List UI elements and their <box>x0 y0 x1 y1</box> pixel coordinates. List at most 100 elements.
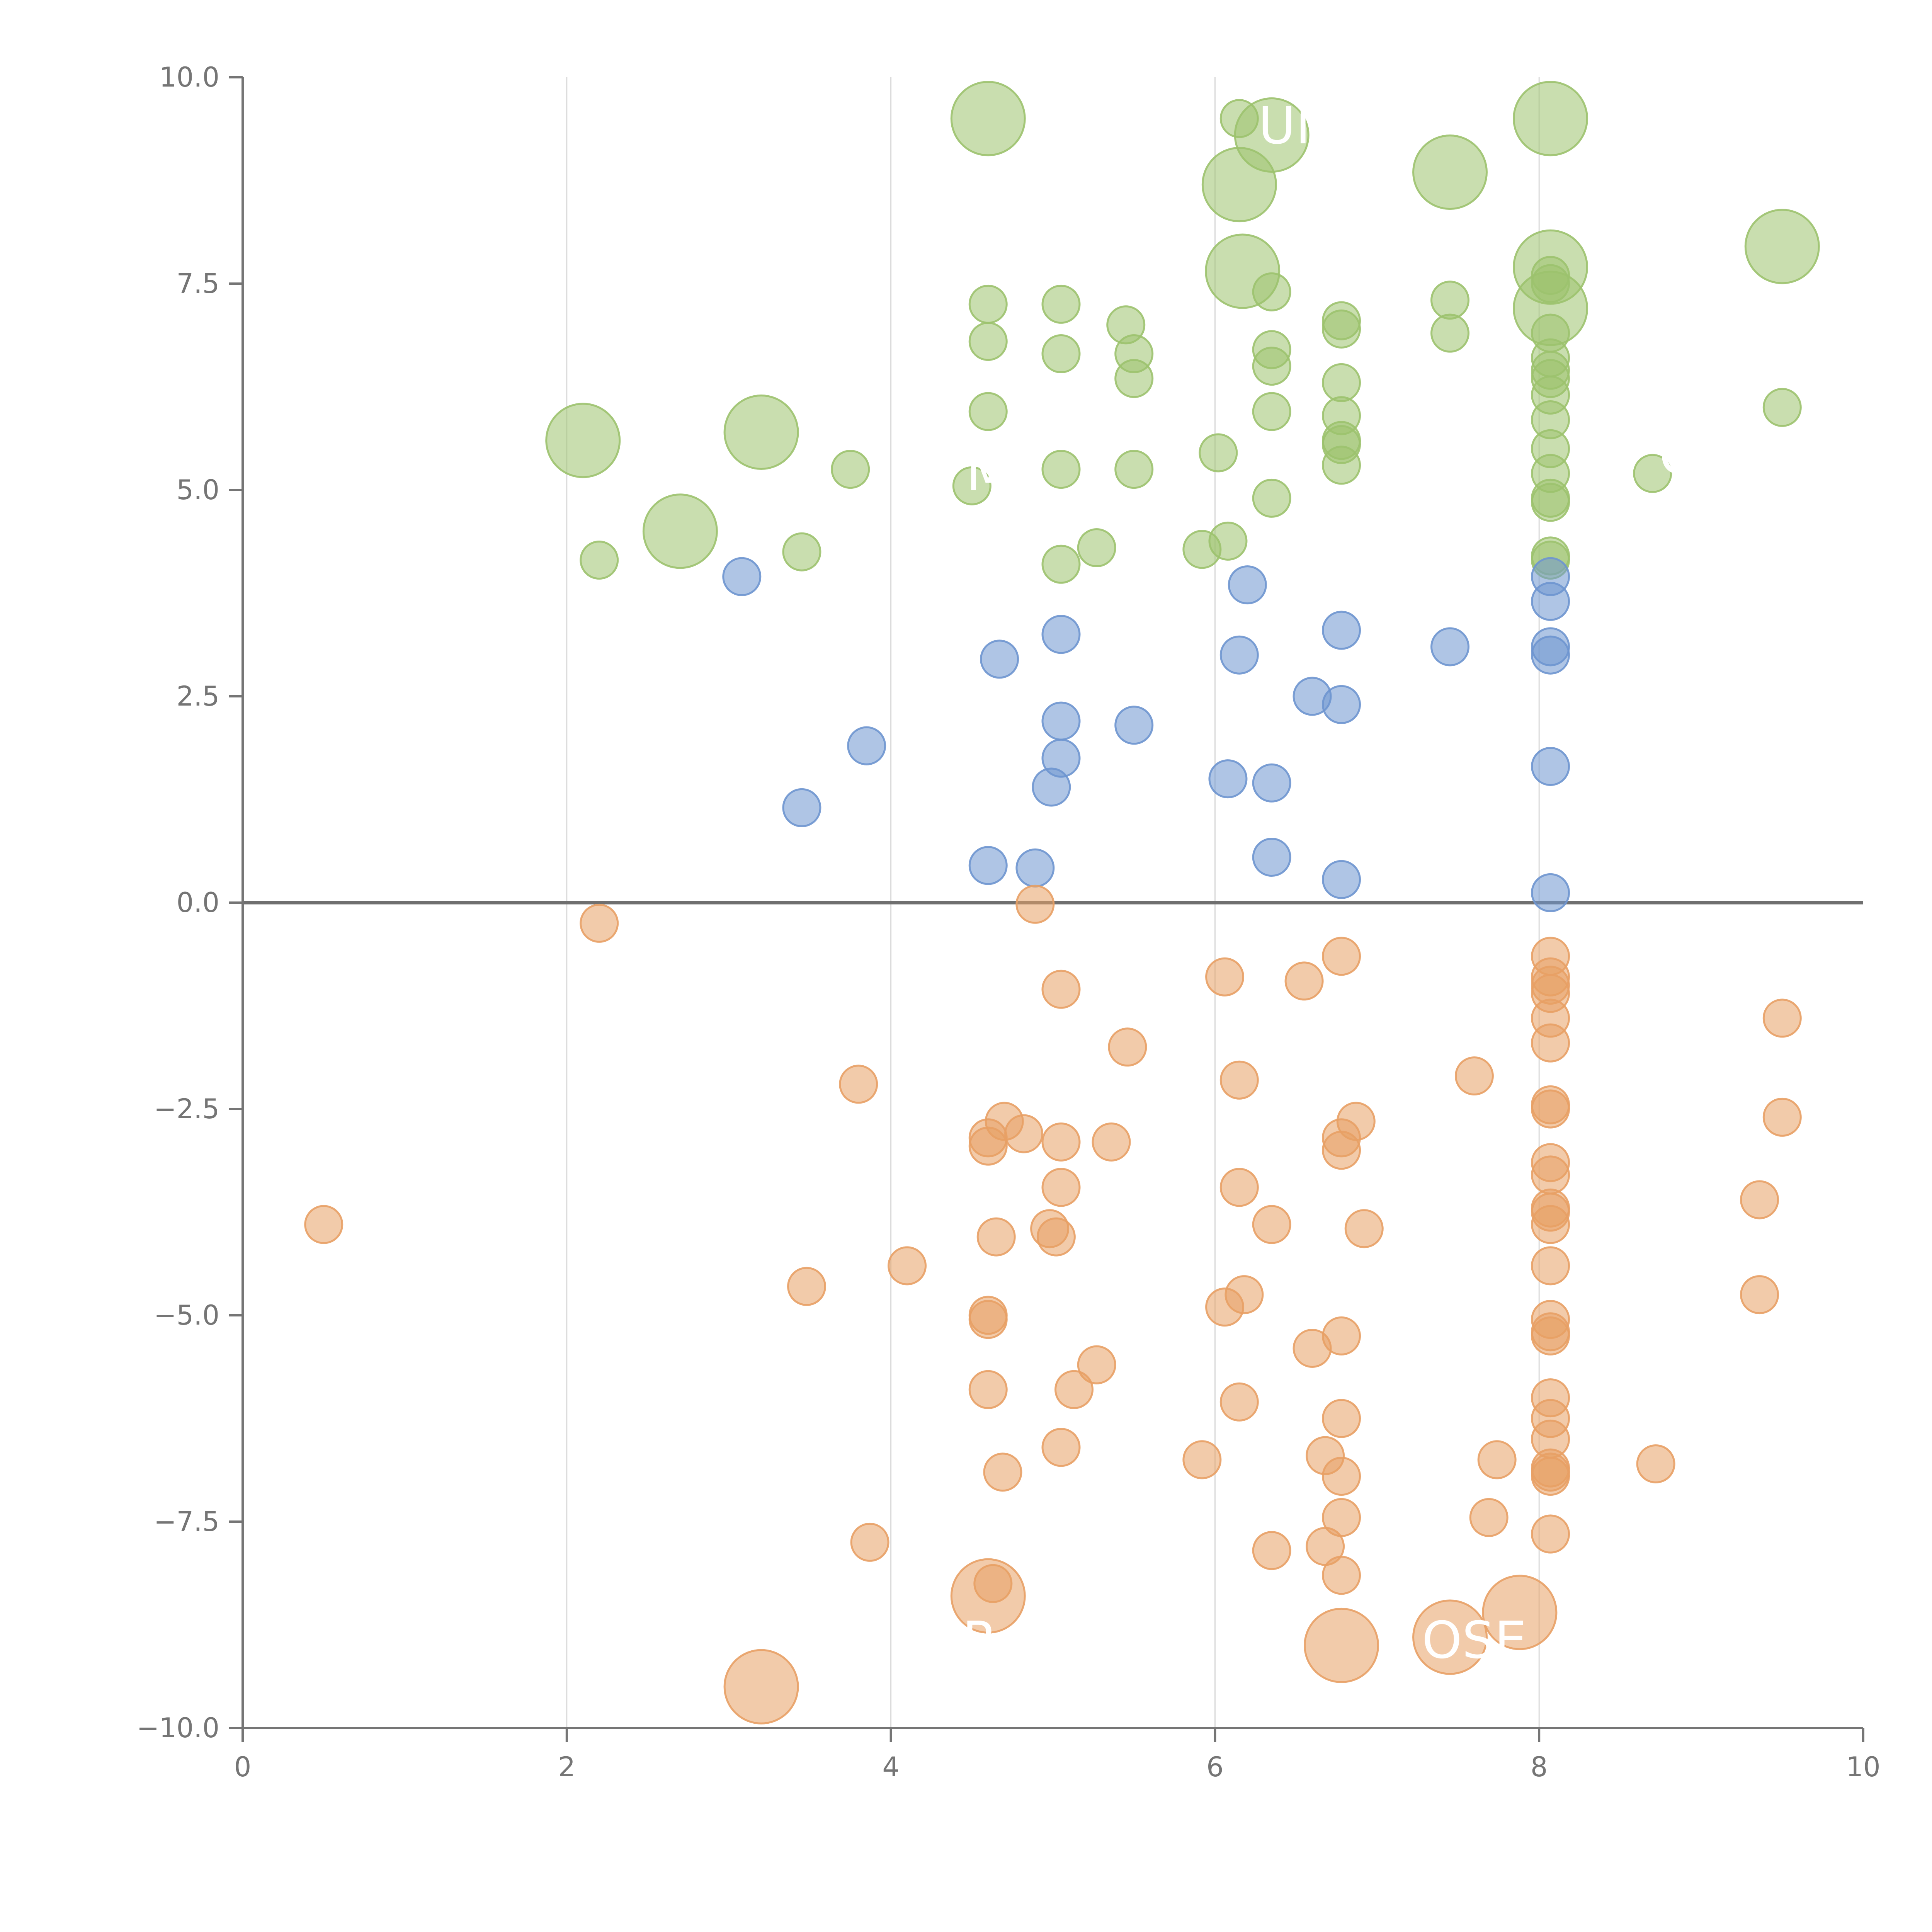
point-orange <box>1454 1056 1494 1096</box>
point-green <box>1430 281 1470 320</box>
annotations: UN M C R OSE <box>962 96 1694 1670</box>
point-blue <box>1219 635 1259 675</box>
x-tick-label: 2 <box>558 1751 576 1783</box>
point-green <box>580 541 619 580</box>
point-green <box>1412 134 1488 210</box>
point-orange <box>1041 969 1081 1009</box>
point-green <box>1077 528 1116 568</box>
x-tick-label: 4 <box>882 1751 900 1783</box>
point-orange <box>304 1205 344 1244</box>
point-green <box>1114 359 1154 398</box>
point-orange <box>723 1649 799 1725</box>
point-green <box>968 322 1008 361</box>
point-orange <box>1108 1027 1147 1067</box>
y-tick-label: −5.0 <box>154 1299 219 1331</box>
point-green <box>1041 544 1081 584</box>
point-blue <box>1252 763 1291 803</box>
point-orange <box>787 1267 827 1306</box>
annotation-label: M <box>966 443 1010 502</box>
point-blue <box>1228 565 1267 605</box>
point-orange <box>1412 1599 1488 1675</box>
point-orange <box>1322 1131 1361 1170</box>
annotation-label: R <box>962 1611 998 1670</box>
point-orange <box>1293 1328 1332 1368</box>
point-orange <box>1205 1287 1245 1327</box>
point-orange <box>1477 1440 1517 1480</box>
x-tick-label: 8 <box>1531 1751 1548 1783</box>
point-orange <box>1482 1575 1558 1650</box>
point-orange <box>1041 1428 1081 1467</box>
point-green <box>1322 309 1361 349</box>
point-green <box>1041 334 1081 374</box>
point-green <box>831 450 870 489</box>
point-blue <box>1531 582 1570 621</box>
point-orange <box>1041 1168 1081 1207</box>
point-orange <box>1219 1060 1259 1100</box>
x-axis-ticks: 0 2 4 6 8 10 <box>234 1728 1881 1783</box>
point-blue <box>782 788 821 827</box>
point-green <box>1252 272 1291 311</box>
point-orange <box>1344 1209 1384 1248</box>
annotation-label: OSE <box>1422 1611 1527 1670</box>
y-axis-ticks: −10.0 −7.5 −5.0 −2.5 0.0 2.5 5.0 7.5 10.0 <box>136 61 243 1744</box>
point-green <box>1114 450 1154 489</box>
point-blue <box>847 726 886 765</box>
annotation-label: C <box>1659 426 1695 486</box>
point-orange <box>1041 1122 1081 1162</box>
point-orange <box>968 1370 1008 1409</box>
point-orange <box>1469 1498 1509 1537</box>
point-green <box>952 466 992 505</box>
point-orange <box>968 1126 1008 1166</box>
point-green <box>1199 433 1238 473</box>
point-orange <box>1036 1217 1076 1257</box>
point-orange <box>1531 1023 1570 1063</box>
point-orange <box>968 1300 1008 1339</box>
point-green <box>1744 209 1820 284</box>
point-orange <box>1740 1180 1779 1219</box>
point-orange <box>1004 1114 1044 1153</box>
point-blue <box>968 846 1008 885</box>
point-green <box>1322 363 1361 402</box>
x-tick-label: 0 <box>234 1751 252 1783</box>
point-green <box>545 403 621 478</box>
point-green <box>642 493 718 569</box>
point-orange <box>1304 1607 1379 1683</box>
point-blue <box>1531 747 1570 786</box>
annotation-label: UN <box>1258 96 1333 156</box>
point-blue <box>1032 767 1071 807</box>
point-blue <box>1322 611 1361 650</box>
point-orange <box>1284 961 1324 1001</box>
point-blue <box>980 639 1019 679</box>
point-orange <box>1636 1444 1675 1483</box>
point-blue <box>1322 860 1361 899</box>
point-green <box>1322 446 1361 485</box>
point-orange <box>1322 1556 1361 1595</box>
point-orange <box>839 1065 878 1104</box>
point-orange <box>888 1246 927 1286</box>
point-blue <box>1531 873 1570 912</box>
point-green <box>1041 284 1081 324</box>
point-green <box>1208 521 1248 561</box>
point-orange <box>1092 1122 1131 1162</box>
point-blue <box>1252 838 1291 877</box>
point-orange <box>1054 1370 1094 1409</box>
point-orange <box>1015 884 1055 924</box>
point-orange <box>850 1522 889 1562</box>
point-green <box>1252 392 1291 431</box>
point-green <box>1430 313 1470 353</box>
point-green <box>1633 454 1672 493</box>
x-tick-label: 6 <box>1206 1751 1224 1783</box>
point-orange <box>983 1452 1022 1492</box>
point-orange <box>1182 1440 1222 1480</box>
point-green <box>950 81 1026 156</box>
point-green <box>968 392 1008 431</box>
point-green <box>968 284 1008 324</box>
y-tick-label: 10.0 <box>159 61 219 93</box>
point-orange <box>1531 1089 1570 1129</box>
y-tick-label: −2.5 <box>154 1093 219 1125</box>
point-orange <box>1322 1457 1361 1496</box>
point-orange <box>1531 1205 1570 1244</box>
point-orange <box>1531 1155 1570 1195</box>
point-green <box>1201 147 1277 223</box>
point-orange <box>1219 1382 1259 1422</box>
